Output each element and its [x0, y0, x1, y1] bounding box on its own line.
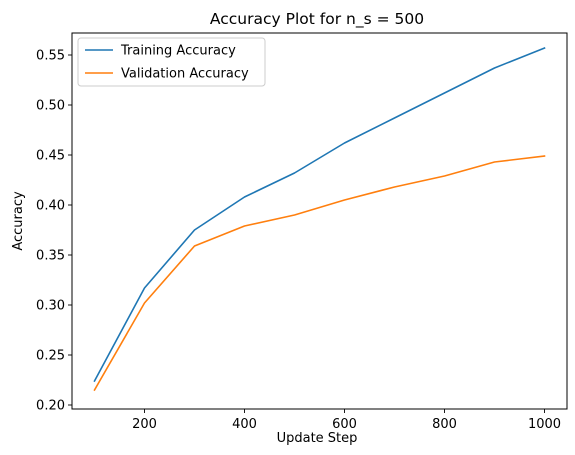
- series-layer: [93, 46, 546, 392]
- x-tick-label: 600: [332, 417, 357, 432]
- y-tick-label: 0.45: [36, 149, 65, 164]
- x-axis-label: Update Step: [277, 431, 358, 446]
- y-tick-label: 0.35: [36, 249, 65, 264]
- y-tick-label: 0.55: [36, 49, 65, 64]
- x-tick-label: 800: [432, 417, 457, 432]
- legend-box: [77, 37, 266, 87]
- legend-label-training: Training Accuracy: [120, 44, 236, 59]
- y-axis-label: Accuracy: [11, 191, 26, 251]
- legend: Training Accuracy Validation Accuracy: [77, 37, 266, 87]
- x-tick-label: 1000: [528, 417, 561, 432]
- x-axis: 200 400 600 800 1000: [132, 409, 561, 432]
- y-tick-label: 0.30: [36, 299, 65, 314]
- plot-frame: [71, 32, 568, 410]
- series-line-training: [93, 46, 546, 383]
- y-axis: 0.20 0.25 0.30 0.35 0.40 0.45 0.50 0.55: [36, 49, 72, 414]
- series-line-validation: [93, 155, 546, 392]
- y-tick-label: 0.25: [36, 349, 65, 364]
- y-tick-label: 0.40: [36, 199, 65, 214]
- x-tick-label: 400: [232, 417, 257, 432]
- x-tick-label: 200: [132, 417, 157, 432]
- chart-title: Accuracy Plot for n_s = 500: [210, 10, 424, 29]
- plot-area: [71, 32, 568, 410]
- y-tick-label: 0.50: [36, 99, 65, 114]
- y-tick-label: 0.20: [36, 399, 65, 414]
- legend-label-validation: Validation Accuracy: [121, 67, 249, 82]
